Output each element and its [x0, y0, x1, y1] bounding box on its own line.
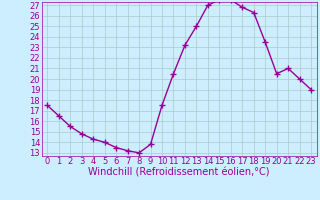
X-axis label: Windchill (Refroidissement éolien,°C): Windchill (Refroidissement éolien,°C)	[88, 168, 270, 178]
